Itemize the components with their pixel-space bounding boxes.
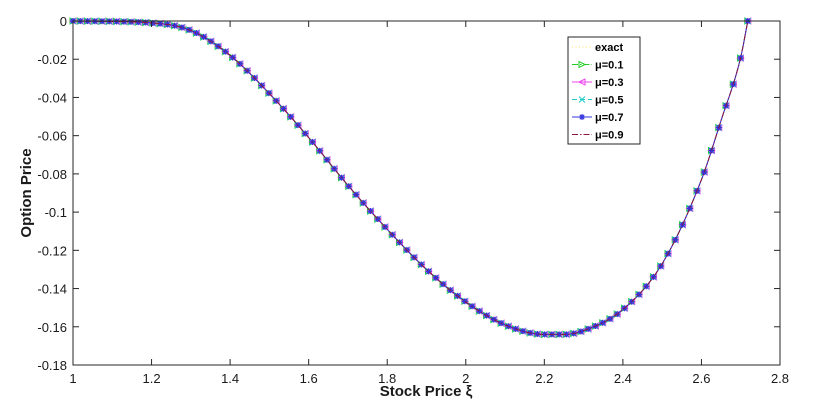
- series-marker: [490, 316, 497, 323]
- series-marker: [360, 199, 367, 206]
- series-marker: [628, 298, 635, 305]
- series-marker: [157, 20, 164, 27]
- legend-marker: [578, 96, 586, 103]
- legend-entry-label: exact: [595, 42, 623, 54]
- x-tick-label: 1: [69, 371, 76, 386]
- series-marker: [149, 20, 156, 27]
- series-marker: [193, 30, 200, 37]
- series-marker: [534, 331, 541, 338]
- legend-entry-label: μ=0.1: [595, 60, 623, 72]
- legend: exact μ=0.1 μ=0.3 μ=0.5 μ=0.7 μ=0.9: [567, 36, 641, 145]
- plot-area: [73, 21, 780, 365]
- series-marker: [498, 320, 505, 327]
- series-marker: [563, 331, 570, 338]
- series-marker: [135, 19, 142, 26]
- series-marker: [556, 331, 563, 338]
- series-marker: [672, 236, 679, 243]
- x-tick-label: 2.8: [771, 371, 789, 386]
- series-marker: [657, 263, 664, 270]
- legend-marker: [578, 60, 587, 69]
- legend-box: [567, 36, 641, 145]
- series-marker: [171, 22, 178, 29]
- series-line: [72, 20, 749, 335]
- y-tick-label: -0.12: [37, 243, 67, 258]
- series-marker: [440, 281, 447, 288]
- legend-marker: [577, 78, 586, 86]
- y-axis-label: Option Price: [18, 148, 35, 237]
- series-marker: [367, 208, 374, 215]
- x-tick-label: 2.4: [614, 371, 632, 386]
- series-marker: [643, 283, 650, 290]
- series-marker: [425, 268, 432, 275]
- series-marker: [686, 205, 693, 212]
- x-tick-label: 2.6: [692, 371, 710, 386]
- series-group: [72, 20, 749, 335]
- series-marker: [650, 273, 657, 280]
- x-tick-label: 1.6: [300, 371, 318, 386]
- series-marker: [294, 122, 301, 129]
- y-tick-label: -0.14: [37, 282, 67, 297]
- ticks-layer: 1 1.2 1.4 1.6 1.8 2 2.2 2.4 2.6 2.8 0 -0.02 -0.04 -0.…: [37, 14, 789, 386]
- series-marker: [280, 105, 287, 112]
- y-tick-label: -0.04: [37, 90, 67, 105]
- y-tick-label: -0.02: [37, 52, 67, 67]
- series-layer: [68, 17, 752, 339]
- x-tick-label: 2: [462, 371, 469, 386]
- y-tick-label: -0.06: [37, 129, 67, 144]
- series-marker: [200, 33, 207, 40]
- x-tick-label: 1.8: [378, 371, 396, 386]
- y-tick-label: -0.16: [37, 320, 67, 335]
- legend-marker: [579, 114, 585, 120]
- x-axis-label: Stock Price ξ: [380, 383, 473, 400]
- y-tick-label: -0.18: [37, 358, 67, 373]
- y-tick-label: -0.08: [37, 167, 67, 182]
- x-tick-label: 1.4: [221, 371, 239, 386]
- series-marker: [374, 216, 381, 223]
- series-marker: [606, 315, 613, 322]
- x-tick-label: 1.2: [143, 371, 161, 386]
- series-marker: [476, 308, 483, 315]
- series-marker: [708, 147, 715, 154]
- y-tick-label: -0.1: [45, 205, 67, 220]
- legend-entry-label: μ=0.5: [595, 95, 623, 107]
- legend-entry-label: μ=0.7: [595, 112, 623, 124]
- series-marker: [541, 331, 548, 338]
- x-tick-label: 2.2: [535, 371, 553, 386]
- series-marker: [222, 48, 229, 55]
- series-marker: [287, 113, 294, 120]
- plot-frame: [72, 20, 781, 366]
- series-marker: [635, 291, 642, 298]
- legend-entry-label: μ=0.9: [595, 130, 623, 142]
- series-marker: [599, 319, 606, 326]
- y-tick-label: 0: [60, 14, 67, 29]
- legend-entry-label: μ=0.3: [595, 77, 623, 89]
- series-marker: [229, 54, 236, 61]
